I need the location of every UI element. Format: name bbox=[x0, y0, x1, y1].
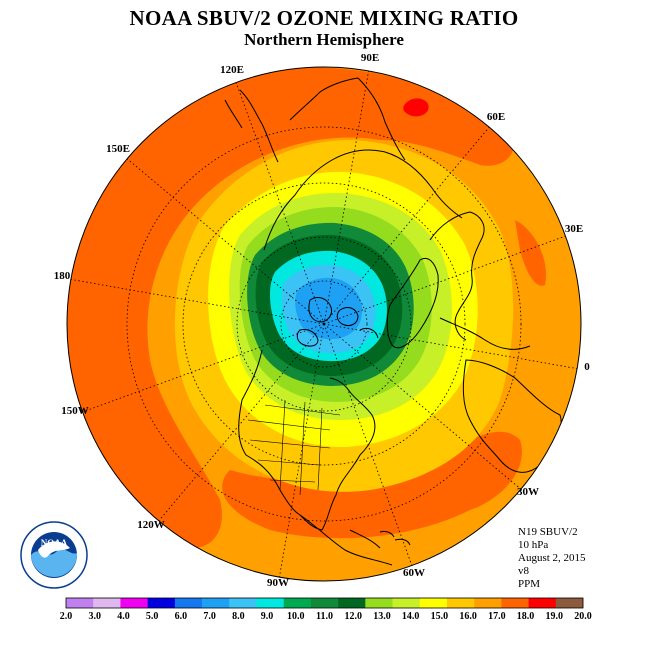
colorbar-tick-label: 16.0 bbox=[459, 611, 477, 622]
lon-label-180: 180 bbox=[54, 270, 71, 282]
info-date: August 2, 2015 bbox=[518, 552, 586, 564]
meridian-line bbox=[323, 323, 413, 566]
noaa-logo-text: NOAA bbox=[41, 538, 68, 548]
colorbar-swatch bbox=[501, 598, 529, 608]
meridian-line bbox=[323, 323, 578, 370]
latitude-circle bbox=[280, 280, 368, 368]
lon-label-60e: 60E bbox=[487, 111, 505, 123]
lon-label-60w: 60W bbox=[403, 567, 425, 579]
lon-label-90e: 90E bbox=[361, 52, 379, 64]
noaa-logo: NOAA bbox=[20, 521, 88, 589]
meridian-line bbox=[278, 323, 325, 578]
lon-label-90w: 90W bbox=[267, 577, 289, 589]
colorbar-swatch bbox=[202, 598, 230, 608]
europe-outline bbox=[429, 211, 485, 341]
colorbar-border bbox=[65, 597, 584, 609]
colorbar-swatch bbox=[310, 598, 339, 608]
lon-label-0: 0 bbox=[584, 361, 590, 373]
greenland-outline bbox=[386, 257, 439, 349]
lon-label-30e: 30E bbox=[565, 223, 583, 235]
lon-label-120w: 120W bbox=[137, 519, 165, 531]
north-america-outline bbox=[238, 349, 376, 531]
colorbar-tick-label: 13.0 bbox=[373, 611, 391, 622]
colorbar-swatch bbox=[120, 598, 148, 608]
colorbar-tick-label: 19.0 bbox=[546, 611, 564, 622]
ozone-band-17-18 bbox=[67, 67, 514, 548]
colorbar-swatch bbox=[66, 598, 94, 608]
colorbar: 2.0 3.0 4.0 5.0 6.0 7.0 8.0 9.0 10.0 11.0 12.0 13.0… bbox=[60, 597, 592, 622]
meridian-line bbox=[158, 323, 325, 522]
colorbar-tick-label: 7.0 bbox=[203, 611, 216, 622]
colorbar-swatch bbox=[419, 598, 448, 608]
lon-label-150w: 150W bbox=[61, 405, 89, 417]
page-subtitle: Northern Hemisphere bbox=[244, 30, 404, 49]
lon-label-30w: 30W bbox=[517, 486, 539, 498]
meridian-line bbox=[323, 70, 370, 325]
colorbar-tick-label: 17.0 bbox=[488, 611, 506, 622]
colorbar-tick-label: 5.0 bbox=[146, 611, 159, 622]
colorbar-tick-label: 14.0 bbox=[402, 611, 420, 622]
meridian-line bbox=[126, 158, 325, 325]
meridian-line bbox=[235, 82, 325, 325]
lon-label-120e: 120E bbox=[220, 64, 244, 76]
colorbar-tick-label: 11.0 bbox=[316, 611, 333, 622]
colorbar-tick-label: 2.0 bbox=[60, 611, 73, 622]
meridian-line bbox=[70, 278, 325, 325]
colorbar-swatch bbox=[338, 598, 366, 608]
colorbar-tick-label: 9.0 bbox=[261, 611, 274, 622]
ozone-band-17-18-east bbox=[515, 220, 546, 286]
colorbar-swatch bbox=[446, 598, 475, 608]
ozone-field bbox=[67, 67, 581, 581]
info-level: 10 hPa bbox=[518, 539, 549, 551]
meridian-line bbox=[323, 126, 490, 325]
colorbar-tick-label: 8.0 bbox=[232, 611, 245, 622]
ozone-band-18-19 bbox=[403, 98, 429, 117]
colorbar-tick-label: 4.0 bbox=[117, 611, 130, 622]
graticule bbox=[70, 70, 578, 578]
coastlines bbox=[224, 77, 562, 566]
meridian-line bbox=[82, 323, 325, 413]
meridian-line bbox=[323, 323, 522, 490]
colorbar-swatch bbox=[365, 598, 393, 608]
colorbar-swatch bbox=[555, 598, 584, 608]
info-satellite: N19 SBUV/2 bbox=[518, 526, 578, 538]
colorbar-swatch bbox=[174, 598, 203, 608]
info-version: v8 bbox=[518, 565, 529, 577]
meridian-line bbox=[323, 235, 566, 325]
lon-label-150e: 150E bbox=[106, 143, 130, 155]
colorbar-tick-label: 10.0 bbox=[287, 611, 305, 622]
latitude-circle bbox=[236, 236, 412, 412]
colorbar-swatch bbox=[93, 598, 121, 608]
colorbar-swatch bbox=[528, 598, 557, 608]
info-units: PPM bbox=[518, 578, 541, 590]
colorbar-tick-label: 20.0 bbox=[574, 611, 592, 622]
colorbar-tick-label: 18.0 bbox=[517, 611, 535, 622]
meridians bbox=[70, 70, 578, 578]
colorbar-swatch bbox=[147, 598, 176, 608]
colorbar-swatch bbox=[474, 598, 502, 608]
colorbar-swatch bbox=[392, 598, 421, 608]
page-title: NOAA SBUV/2 OZONE MIXING RATIO bbox=[129, 6, 519, 30]
info-block: N19 SBUV/2 10 hPa August 2, 2015 v8 PPM bbox=[518, 526, 586, 591]
latitude-circle bbox=[182, 182, 466, 466]
colorbar-tick-label: 3.0 bbox=[88, 611, 101, 622]
ozone-band-7-8 bbox=[295, 277, 363, 340]
asia-outline bbox=[263, 149, 463, 251]
colorbar-swatch bbox=[256, 598, 284, 608]
colorbar-swatch bbox=[283, 598, 312, 608]
colorbar-tick-label: 12.0 bbox=[344, 611, 362, 622]
latitude-circle bbox=[126, 126, 522, 522]
colorbar-swatch bbox=[229, 598, 257, 608]
colorbar-tick-label: 15.0 bbox=[431, 611, 449, 622]
map-border bbox=[66, 66, 582, 582]
longitude-labels: 90E 60E 30E 0 30W 60W 90W 120W 150W 180 … bbox=[54, 52, 591, 589]
colorbar-tick-label: 6.0 bbox=[175, 611, 188, 622]
